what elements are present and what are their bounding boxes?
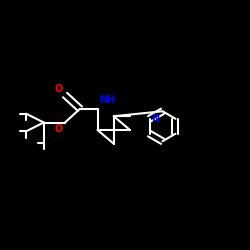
- Text: O: O: [55, 124, 63, 134]
- Text: NH: NH: [99, 95, 115, 105]
- Text: O: O: [55, 84, 63, 94]
- Text: N: N: [151, 114, 159, 124]
